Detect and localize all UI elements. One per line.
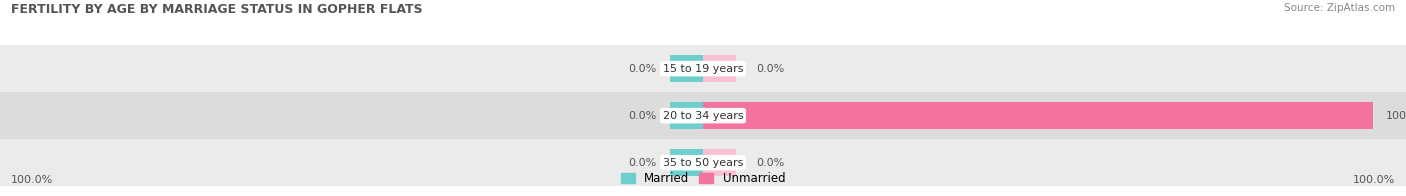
Bar [703,55,737,82]
Text: FERTILITY BY AGE BY MARRIAGE STATUS IN GOPHER FLATS: FERTILITY BY AGE BY MARRIAGE STATUS IN G… [11,3,423,16]
Bar [669,149,703,176]
Text: 0.0%: 0.0% [756,64,785,74]
Bar [0,92,1406,139]
Text: 0.0%: 0.0% [628,158,657,168]
Legend: Married, Unmarried: Married, Unmarried [616,168,790,190]
Bar [0,45,1406,92]
Text: Source: ZipAtlas.com: Source: ZipAtlas.com [1284,3,1395,13]
Text: 0.0%: 0.0% [628,64,657,74]
Bar [0,139,1406,186]
Text: 100.0%: 100.0% [11,175,53,185]
Text: 100.0%: 100.0% [1353,175,1395,185]
Bar [669,55,703,82]
Bar [703,102,1372,129]
Bar [703,149,737,176]
Text: 15 to 19 years: 15 to 19 years [662,64,744,74]
Text: 0.0%: 0.0% [756,158,785,168]
Bar [669,102,703,129]
Text: 0.0%: 0.0% [628,111,657,121]
Text: 35 to 50 years: 35 to 50 years [662,158,744,168]
Text: 20 to 34 years: 20 to 34 years [662,111,744,121]
Text: 100.0%: 100.0% [1386,111,1406,121]
